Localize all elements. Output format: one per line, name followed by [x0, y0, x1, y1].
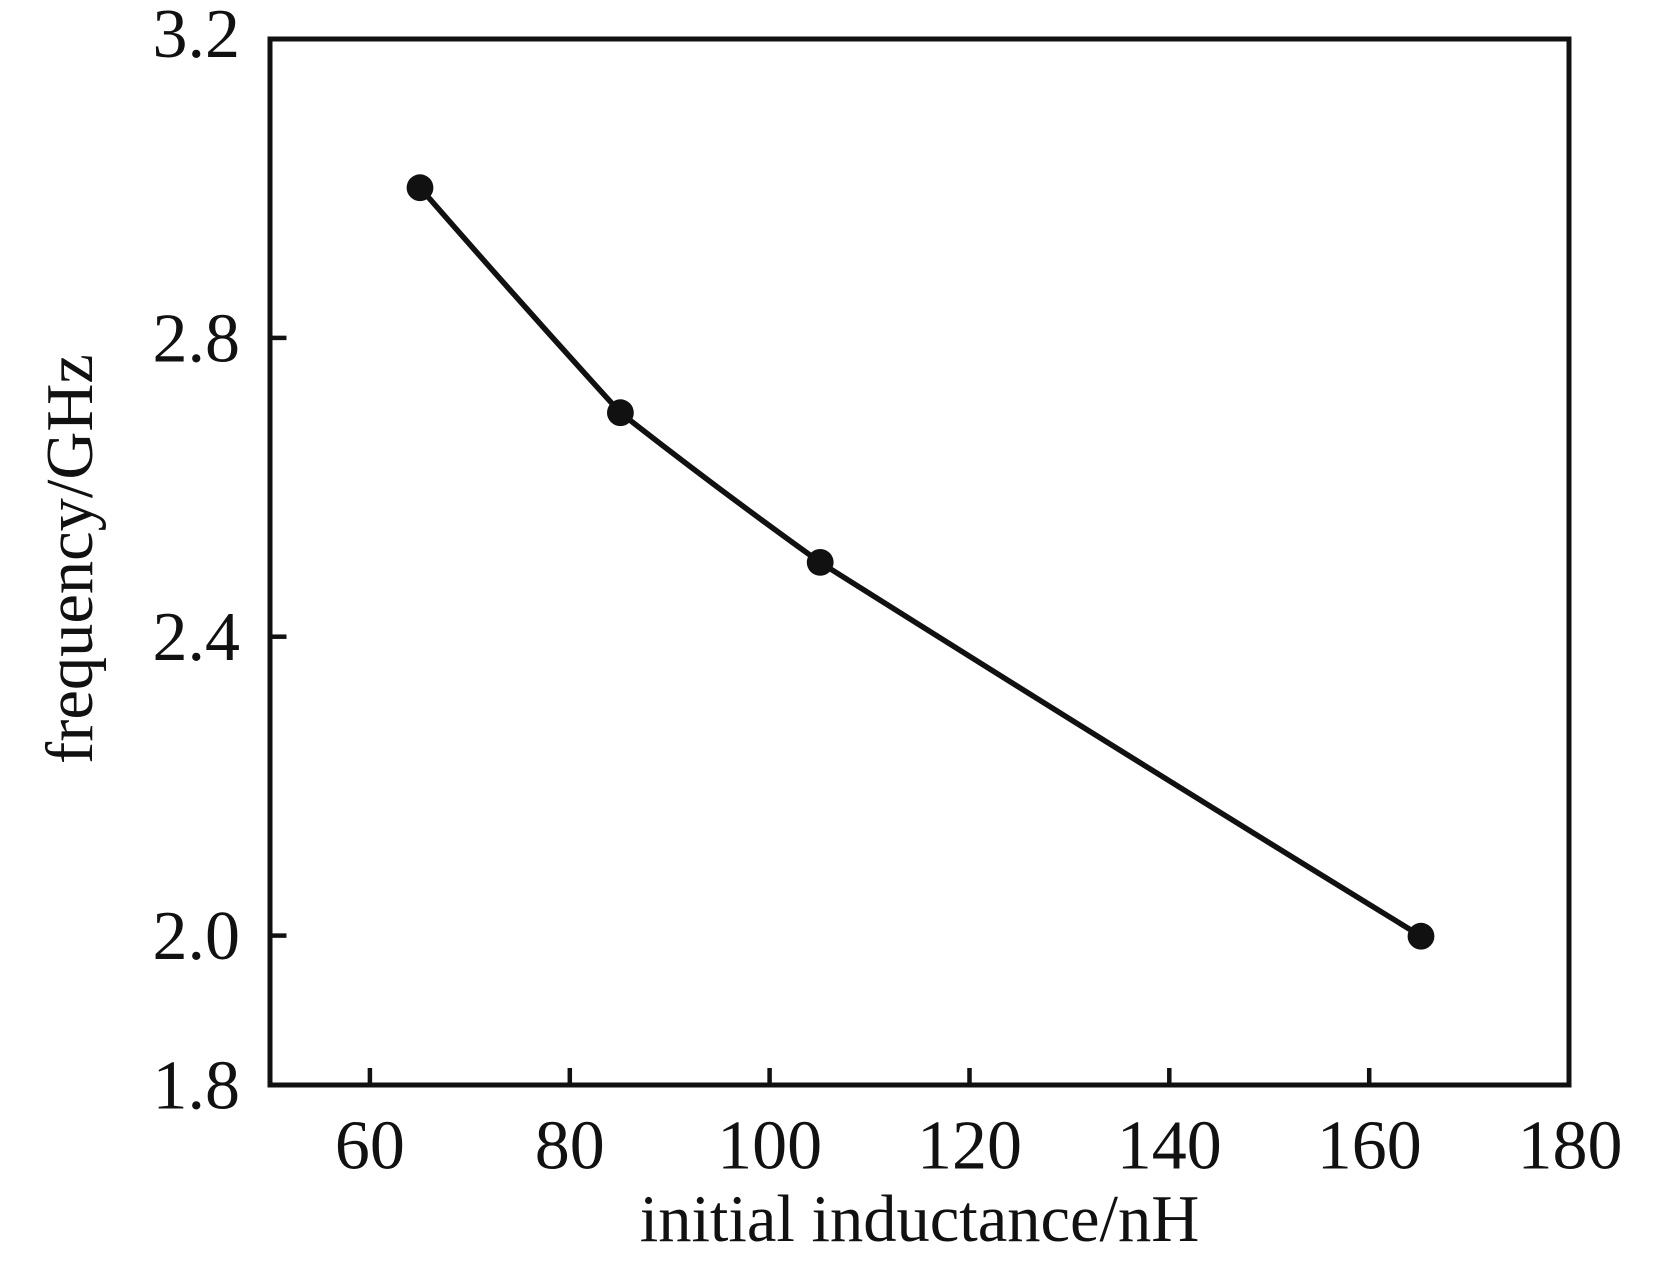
svg-text:120: 120	[917, 1108, 1022, 1185]
svg-text:160: 160	[1317, 1108, 1422, 1185]
svg-text:180: 180	[1518, 1108, 1623, 1185]
svg-text:100: 100	[717, 1108, 822, 1185]
svg-text:1.8: 1.8	[153, 1048, 241, 1125]
svg-text:frequency/GHz: frequency/GHz	[34, 354, 107, 764]
svg-text:60: 60	[335, 1108, 405, 1185]
svg-text:2.4: 2.4	[153, 599, 241, 676]
svg-text:80: 80	[535, 1108, 605, 1185]
svg-text:2.0: 2.0	[153, 898, 241, 975]
svg-text:3.2: 3.2	[153, 0, 241, 73]
svg-text:2.8: 2.8	[153, 300, 241, 377]
svg-text:initial inductance/nH: initial inductance/nH	[640, 1183, 1200, 1256]
svg-text:140: 140	[1117, 1108, 1222, 1185]
